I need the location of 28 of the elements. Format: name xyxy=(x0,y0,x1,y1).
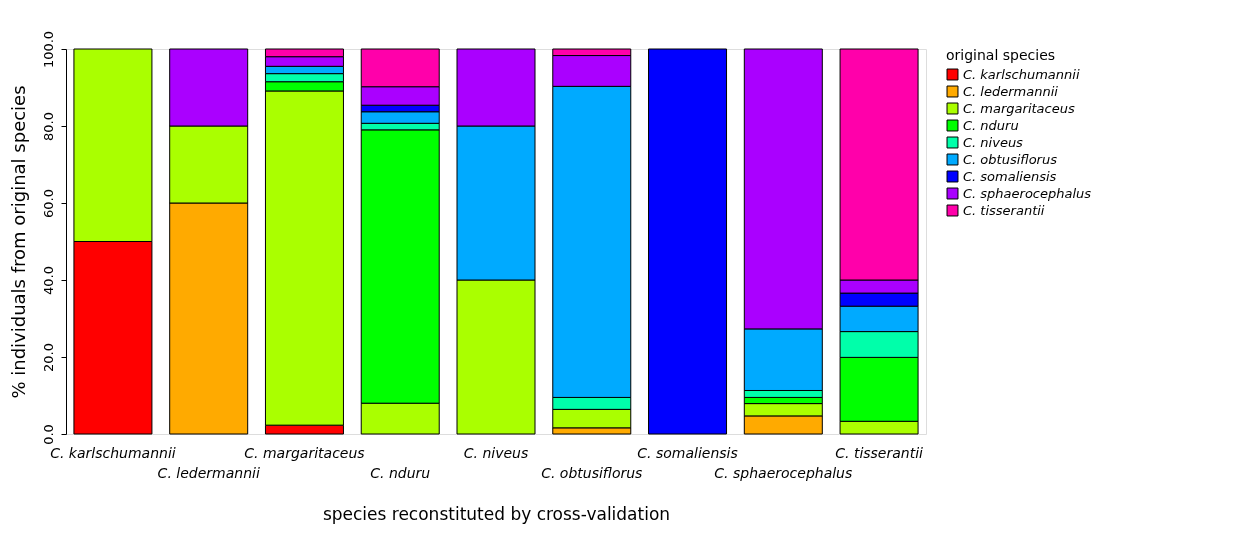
x-axis-title: species reconstituted by cross-validation xyxy=(322,503,671,524)
x-tick-label: C. ledermannii xyxy=(157,464,260,481)
y-tick-label: 80.0 xyxy=(40,112,56,141)
legend-label: C. tisserantii xyxy=(963,202,1045,218)
x-tick-label: C. somaliensis xyxy=(637,444,738,461)
y-tick-label: 60.0 xyxy=(40,189,56,218)
legend-label: C. obtusiflorus xyxy=(963,151,1058,167)
y-tick-label: 100.0 xyxy=(40,30,56,69)
legend-label: C. sphaerocephalus xyxy=(963,185,1092,201)
legend-label: C. nduru xyxy=(963,117,1019,133)
x-tick-label: C. niveus xyxy=(463,444,529,461)
x-tick-label: C. margaritaceus xyxy=(244,444,365,461)
x-tick-label: C. sphaerocephalus xyxy=(714,464,853,481)
legend-label: C. somaliensis xyxy=(963,168,1057,184)
legend-label: C. karlschumannii xyxy=(963,66,1080,82)
y-tick-label: 20.0 xyxy=(40,343,56,372)
y-tick-label: 0.0 xyxy=(40,424,56,445)
x-tick-label: C. karlschumannii xyxy=(50,444,176,461)
y-tick-label: 40.0 xyxy=(40,266,56,295)
bar xyxy=(648,48,728,435)
legend-label: C. margaritaceus xyxy=(963,100,1075,116)
legend-label: C. niveus xyxy=(963,134,1024,150)
y-axis-title: % individuals from original species xyxy=(7,85,29,399)
legend-title: original species xyxy=(946,47,1056,63)
x-tick-label: C. obtusiflorus xyxy=(541,464,643,481)
x-tick-label: C. nduru xyxy=(370,464,431,481)
legend-label: C. ledermannii xyxy=(963,83,1059,99)
x-tick-label: C. tisserantii xyxy=(835,444,924,461)
